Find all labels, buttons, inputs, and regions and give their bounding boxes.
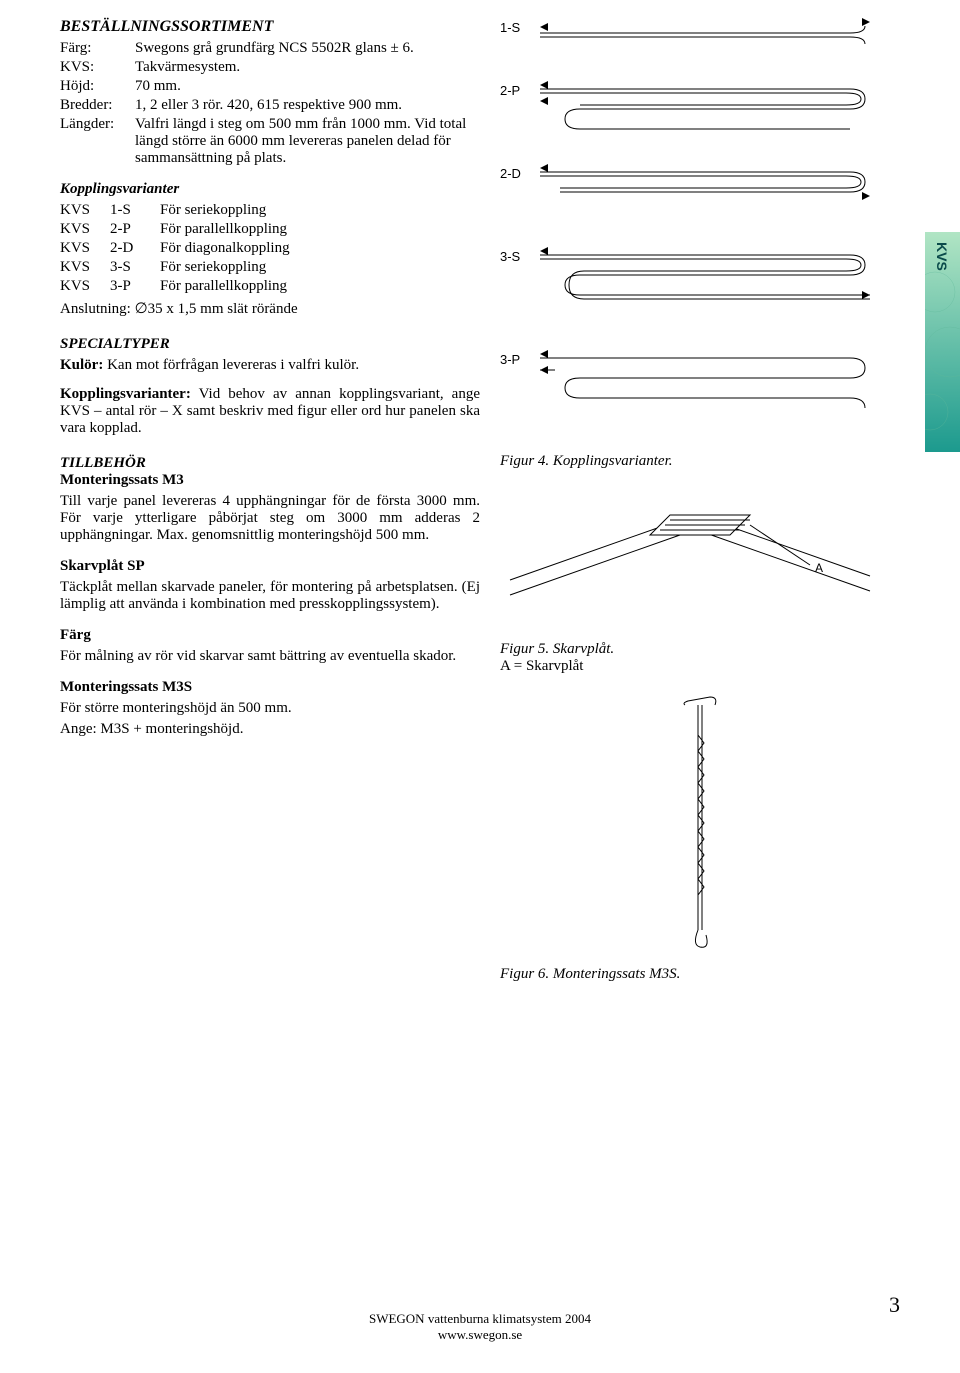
farg-text: För målning av rör vid skarvar samt bätt… xyxy=(60,648,480,665)
m3s-text1: För större monteringshöjd än 500 mm. xyxy=(60,700,480,717)
pipe-icon xyxy=(540,247,870,317)
def-row: Färg: Swegons grå grundfärg NCS 5502R gl… xyxy=(60,40,480,57)
cell: 1-S xyxy=(110,202,160,219)
def-label: Färg: xyxy=(60,40,135,57)
def-label: Längder: xyxy=(60,116,135,167)
diagram-skarvplat: A xyxy=(500,480,900,635)
pipe-icon xyxy=(540,350,870,420)
kulor-text: Kulör: Kan mot förfrågan levereras i val… xyxy=(60,357,480,374)
def-label: KVS: xyxy=(60,59,135,76)
cell: KVS xyxy=(60,202,110,219)
koppl-label: Kopplingsvarianter: xyxy=(60,386,191,402)
m3s-label: Monteringssats M3S xyxy=(60,679,480,696)
cell: För seriekoppling xyxy=(160,259,480,276)
subheading: Kopplingsvarianter xyxy=(60,181,480,198)
cell: För seriekoppling xyxy=(160,202,480,219)
def-value: Swegons grå grundfärg NCS 5502R glans ± … xyxy=(135,40,480,57)
figure-caption: Figur 4. Kopplingsvarianter. xyxy=(500,453,900,470)
def-value: 1, 2 eller 3 rör. 420, 615 respektive 90… xyxy=(135,97,480,114)
cell: För diagonalkoppling xyxy=(160,240,480,257)
cell: För parallellkoppling xyxy=(160,278,480,295)
kulor-label: Kulör: xyxy=(60,357,103,373)
diagram-1s: 1-S xyxy=(500,18,900,53)
def-value: 70 mm. xyxy=(135,78,480,95)
diagram-2d: 2-D xyxy=(500,164,900,219)
a-label: A xyxy=(815,561,823,575)
subheading: TILLBEHÖR xyxy=(60,455,480,472)
def-row: Höjd: 70 mm. xyxy=(60,78,480,95)
def-value: Valfri längd i steg om 500 mm från 1000 … xyxy=(135,116,480,167)
pipe-icon xyxy=(540,81,870,131)
diagram-3p: 3-P xyxy=(500,350,900,425)
cell: KVS xyxy=(60,259,110,276)
table-row: KVS 1-S För seriekoppling xyxy=(60,202,480,219)
diagram-label: 3-P xyxy=(500,352,520,367)
cell: 3-P xyxy=(110,278,160,295)
sp-label: Skarvplåt SP xyxy=(60,558,480,575)
cell: KVS xyxy=(60,221,110,238)
subheading: SPECIALTYPER xyxy=(60,336,480,353)
diagram-label: 1-S xyxy=(500,20,520,35)
koppl-text: Kopplingsvarianter: Vid behov av annan k… xyxy=(60,386,480,437)
figure-subcaption: A = Skarvplåt xyxy=(500,658,900,675)
kulor-value: Kan mot förfrågan levereras i valfri kul… xyxy=(103,357,359,373)
tab-label: KVS xyxy=(934,242,950,271)
def-value: Takvärmesystem. xyxy=(135,59,480,76)
cell: 2-D xyxy=(110,240,160,257)
def-row: Längder: Valfri längd i steg om 500 mm f… xyxy=(60,116,480,167)
farg-label: Färg xyxy=(60,627,480,644)
side-tab: KVS xyxy=(925,232,960,452)
diagram-2p: 2-P xyxy=(500,81,900,136)
diagram-m3s xyxy=(500,695,900,960)
footer-line1: SWEGON vattenburna klimatsystem 2004 xyxy=(0,1311,960,1327)
diagram-3s: 3-S xyxy=(500,247,900,322)
table-row: KVS 2-D För diagonalkoppling xyxy=(60,240,480,257)
m3-label: Monteringssats M3 xyxy=(60,472,480,489)
cell: 2-P xyxy=(110,221,160,238)
sp-text: Täckplåt mellan skarvade paneler, för mo… xyxy=(60,579,480,613)
table-row: KVS 3-S För seriekoppling xyxy=(60,259,480,276)
m3-text: Till varje panel levereras 4 upphängning… xyxy=(60,493,480,544)
cell: För parallellkoppling xyxy=(160,221,480,238)
cell: KVS xyxy=(60,278,110,295)
def-row: Bredder: 1, 2 eller 3 rör. 420, 615 resp… xyxy=(60,97,480,114)
diagram-label: 2-D xyxy=(500,166,521,181)
section-heading: BESTÄLLNINGSSORTIMENT xyxy=(60,18,480,36)
table-row: KVS 3-P För parallellkoppling xyxy=(60,278,480,295)
m3s-icon xyxy=(640,695,760,955)
diagram-label: 3-S xyxy=(500,249,520,264)
footer: SWEGON vattenburna klimatsystem 2004 www… xyxy=(0,1311,960,1343)
figure-caption: Figur 6. Monteringssats M3S. xyxy=(500,966,900,983)
diagram-label: 2-P xyxy=(500,83,520,98)
cell: KVS xyxy=(60,240,110,257)
footer-line2: www.swegon.se xyxy=(0,1327,960,1343)
def-label: Bredder: xyxy=(60,97,135,114)
pipe-icon xyxy=(540,18,870,48)
anslutning-text: Anslutning: ∅35 x 1,5 mm slät rörände xyxy=(60,299,480,318)
pipe-icon xyxy=(540,164,870,214)
cell: 3-S xyxy=(110,259,160,276)
skarvplat-icon: A xyxy=(500,480,880,630)
figure-caption: Figur 5. Skarvplåt. xyxy=(500,641,900,658)
def-row: KVS: Takvärmesystem. xyxy=(60,59,480,76)
m3s-text2: Ange: M3S + monteringshöjd. xyxy=(60,721,480,738)
table-row: KVS 2-P För parallellkoppling xyxy=(60,221,480,238)
def-label: Höjd: xyxy=(60,78,135,95)
